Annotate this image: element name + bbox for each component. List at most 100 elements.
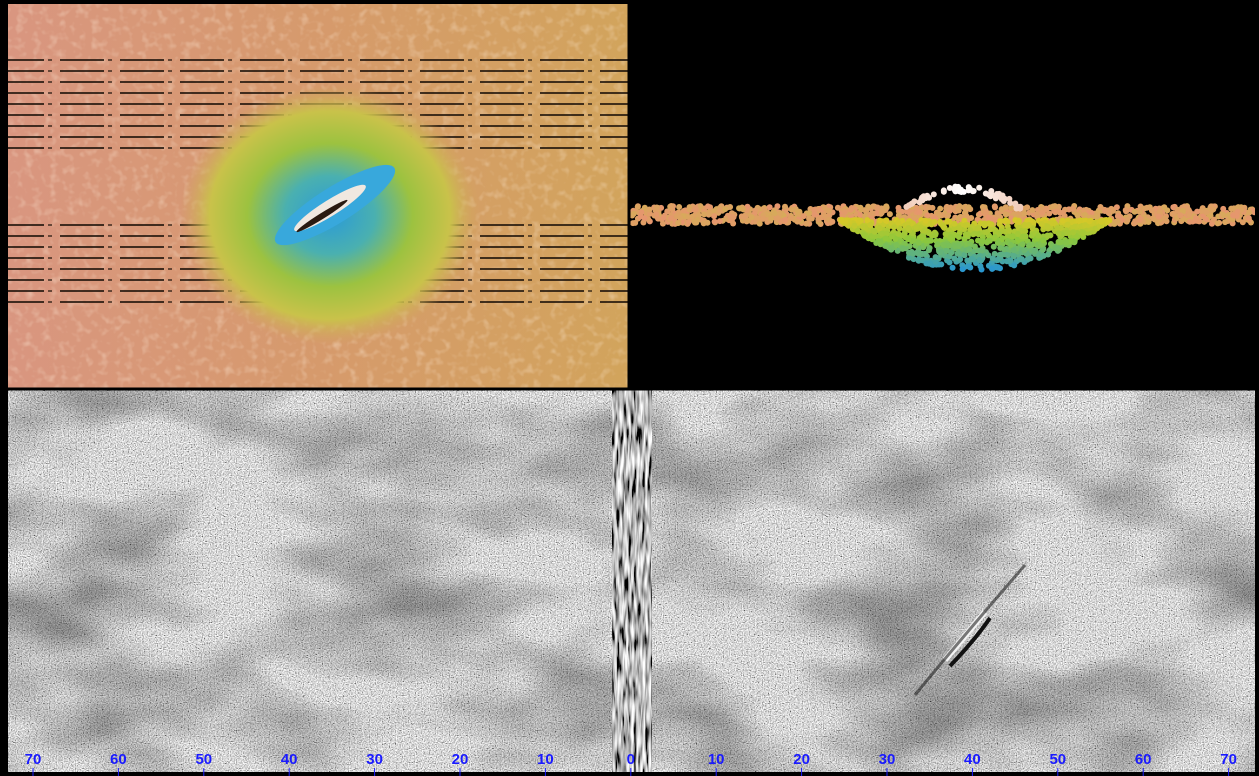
point: [937, 206, 943, 212]
point: [1026, 222, 1032, 228]
point: [1065, 222, 1071, 228]
point: [929, 205, 935, 211]
point: [950, 265, 956, 271]
point: [989, 266, 995, 272]
point: [675, 220, 681, 226]
point: [1056, 230, 1062, 236]
point: [937, 249, 943, 255]
point: [1040, 238, 1046, 244]
point: [1026, 243, 1032, 249]
point: [924, 212, 930, 218]
point: [990, 255, 996, 261]
point: [905, 225, 911, 231]
point: [693, 206, 699, 212]
point: [991, 244, 997, 250]
point: [1132, 209, 1138, 215]
point: [916, 257, 922, 263]
point: [1057, 210, 1063, 216]
point: [941, 187, 947, 193]
point: [1164, 207, 1170, 213]
point: [681, 208, 687, 214]
point: [661, 215, 667, 221]
range-label: 30: [366, 751, 383, 768]
point: [1098, 219, 1104, 225]
point: [712, 219, 718, 225]
point: [722, 206, 728, 212]
point: [887, 211, 893, 217]
point: [943, 205, 949, 211]
point: [677, 215, 683, 221]
point: [646, 206, 652, 212]
point: [1016, 219, 1022, 225]
point: [947, 185, 953, 191]
point: [731, 214, 737, 220]
range-label: 20: [452, 751, 469, 768]
point: [635, 204, 641, 210]
point: [983, 209, 989, 215]
point: [976, 185, 982, 191]
point: [1102, 207, 1108, 213]
point: [1208, 203, 1214, 209]
point: [985, 214, 991, 220]
point: [945, 212, 951, 218]
point: [1015, 231, 1021, 237]
point: [1024, 204, 1030, 210]
point: [1043, 206, 1049, 212]
range-label: 50: [1049, 751, 1066, 768]
point: [917, 209, 923, 215]
point: [803, 221, 809, 227]
point: [1011, 262, 1017, 268]
point: [1187, 219, 1193, 225]
point: [1146, 219, 1152, 225]
point: [980, 238, 986, 244]
point: [1203, 209, 1209, 215]
point: [857, 218, 863, 224]
point: [742, 213, 748, 219]
point: [1186, 212, 1192, 218]
point: [767, 204, 773, 210]
point: [1012, 201, 1018, 207]
point: [789, 207, 795, 213]
point: [782, 217, 788, 223]
point: [795, 219, 801, 225]
point: [910, 250, 916, 256]
point: [893, 242, 899, 248]
range-label: 60: [1135, 751, 1152, 768]
point: [1055, 245, 1061, 251]
point: [1246, 215, 1252, 221]
point: [1060, 218, 1066, 224]
point: [795, 209, 801, 215]
point: [877, 239, 883, 245]
point: [706, 211, 712, 217]
point: [749, 214, 755, 220]
point: [926, 238, 932, 244]
point: [1070, 206, 1076, 212]
point: [1019, 256, 1025, 262]
point: [946, 243, 952, 249]
point: [860, 224, 866, 230]
point: [1220, 206, 1226, 212]
point: [956, 208, 962, 214]
point: [639, 209, 645, 215]
point: [883, 243, 889, 249]
point: [822, 213, 828, 219]
range-label: 40: [281, 751, 298, 768]
point: [761, 206, 767, 212]
point: [997, 265, 1003, 271]
point: [1080, 230, 1086, 236]
range-label: 70: [1220, 751, 1237, 768]
point: [1074, 212, 1080, 218]
point: [1082, 212, 1088, 218]
point: [1194, 209, 1200, 215]
point: [730, 221, 736, 227]
point: [1028, 255, 1034, 261]
point: [660, 221, 666, 227]
point: [1222, 219, 1228, 225]
point: [757, 221, 763, 227]
point: [1008, 242, 1014, 248]
point: [941, 223, 947, 229]
point: [966, 246, 972, 252]
point: [957, 256, 963, 262]
point: [1022, 228, 1028, 234]
point: [883, 235, 889, 241]
